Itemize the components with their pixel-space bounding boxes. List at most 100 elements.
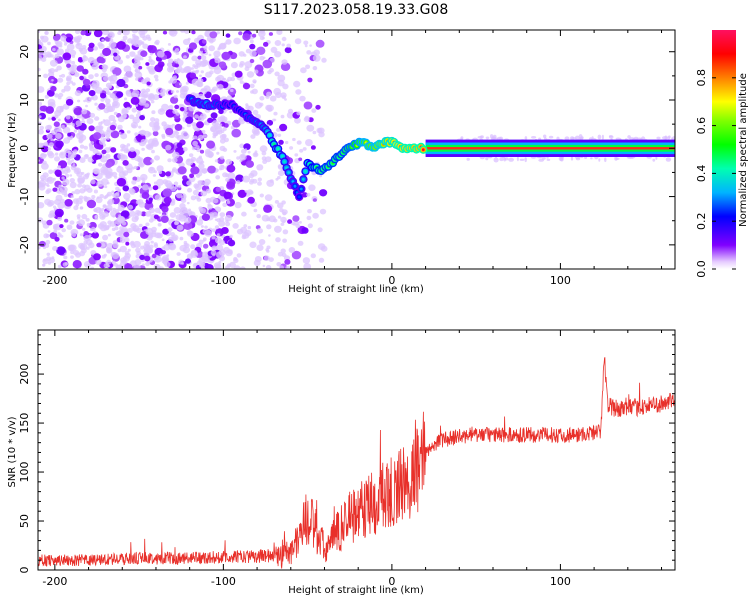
noise-speckle <box>250 170 258 177</box>
noise-speckle <box>207 204 213 210</box>
noise-speckle <box>173 181 179 186</box>
noise-speckle <box>244 61 253 69</box>
noise-speckle <box>199 113 207 120</box>
noise-speckle <box>225 79 230 83</box>
noise-speckle <box>222 202 228 207</box>
snr-series-line <box>38 357 675 569</box>
spec-ytick-label: -20 <box>18 236 31 254</box>
snr-ytick-label: 100 <box>18 462 31 483</box>
noise-speckle <box>71 232 77 237</box>
noise-speckle <box>70 70 75 75</box>
noise-speckle <box>111 190 115 194</box>
noise-speckle <box>118 131 122 135</box>
noise-speckle <box>312 198 317 202</box>
noise-speckle <box>91 195 96 199</box>
noise-speckle <box>63 85 71 92</box>
noise-speckle <box>101 241 108 247</box>
noise-speckle <box>171 123 175 127</box>
noise-speckle <box>112 67 122 76</box>
noise-speckle <box>160 215 169 223</box>
noise-speckle <box>268 32 273 36</box>
noise-speckle <box>140 42 144 45</box>
snr-xtick-label: 100 <box>550 575 571 588</box>
noise-speckle <box>120 154 126 160</box>
noise-speckle <box>233 265 241 269</box>
noise-speckle <box>46 219 53 226</box>
noise-speckle <box>93 230 97 234</box>
noise-speckle <box>204 264 214 269</box>
noise-speckle <box>214 225 220 230</box>
noise-speckle <box>48 169 54 175</box>
noise-speckle <box>249 58 255 64</box>
noise-speckle <box>253 130 259 135</box>
noise-speckle <box>276 128 281 132</box>
noise-speckle <box>147 37 152 41</box>
noise-speckle <box>548 135 554 139</box>
noise-speckle <box>176 224 184 231</box>
noise-speckle <box>192 189 200 196</box>
noise-speckle <box>172 109 178 115</box>
noise-speckle <box>123 237 130 243</box>
noise-speckle <box>83 145 89 150</box>
signal-blob-core <box>304 170 307 173</box>
noise-speckle <box>200 70 204 74</box>
noise-speckle <box>204 49 208 53</box>
noise-speckle <box>192 135 198 141</box>
noise-speckle <box>570 136 575 141</box>
noise-speckle <box>277 133 282 137</box>
noise-speckle <box>219 134 226 140</box>
noise-speckle <box>245 48 251 54</box>
noise-speckle <box>106 91 111 96</box>
noise-speckle <box>126 143 131 147</box>
noise-speckle <box>256 164 264 171</box>
noise-speckle <box>580 136 584 140</box>
noise-speckle <box>50 54 54 58</box>
noise-speckle <box>73 36 81 43</box>
noise-speckle <box>113 111 118 115</box>
noise-speckle <box>81 55 89 62</box>
noise-speckle <box>208 53 212 57</box>
noise-speckle <box>236 180 241 185</box>
noise-speckle <box>164 261 171 268</box>
noise-speckle <box>226 250 229 254</box>
noise-speckle <box>194 93 200 98</box>
noise-speckle <box>266 224 272 230</box>
noise-speckle <box>214 58 221 64</box>
noise-speckle <box>94 102 98 106</box>
noise-speckle <box>45 239 51 245</box>
noise-speckle <box>259 55 265 61</box>
noise-speckle <box>315 104 321 110</box>
noise-speckle <box>58 184 62 188</box>
noise-speckle <box>151 110 156 115</box>
noise-speckle <box>266 179 275 187</box>
noise-speckle <box>167 227 173 232</box>
spectrogram-ylabel: Frequency (Hz) <box>7 112 18 188</box>
noise-speckle <box>174 221 179 226</box>
noise-speckle <box>166 183 172 189</box>
noise-speckle <box>69 178 76 183</box>
noise-speckle <box>81 213 88 220</box>
noise-speckle <box>216 129 223 135</box>
noise-speckle <box>88 90 96 97</box>
noise-speckle <box>245 160 254 168</box>
noise-speckle <box>210 88 216 93</box>
noise-speckle <box>281 43 285 47</box>
noise-speckle <box>55 140 64 149</box>
noise-speckle <box>96 151 101 156</box>
noise-speckle <box>219 164 225 170</box>
noise-speckle <box>119 245 128 253</box>
noise-speckle <box>187 37 191 41</box>
noise-speckle <box>276 30 283 35</box>
noise-speckle <box>219 217 225 222</box>
noise-speckle <box>291 250 302 260</box>
noise-speckle <box>126 130 131 134</box>
noise-speckle <box>312 212 319 219</box>
noise-speckle <box>274 225 282 233</box>
noise-speckle <box>53 121 60 127</box>
colorbar-tick-label: 0.0 <box>695 260 708 278</box>
noise-speckle <box>226 200 231 204</box>
noise-speckle <box>190 195 197 201</box>
noise-speckle <box>173 59 178 63</box>
noise-speckle <box>597 134 602 140</box>
noise-speckle <box>169 246 173 250</box>
